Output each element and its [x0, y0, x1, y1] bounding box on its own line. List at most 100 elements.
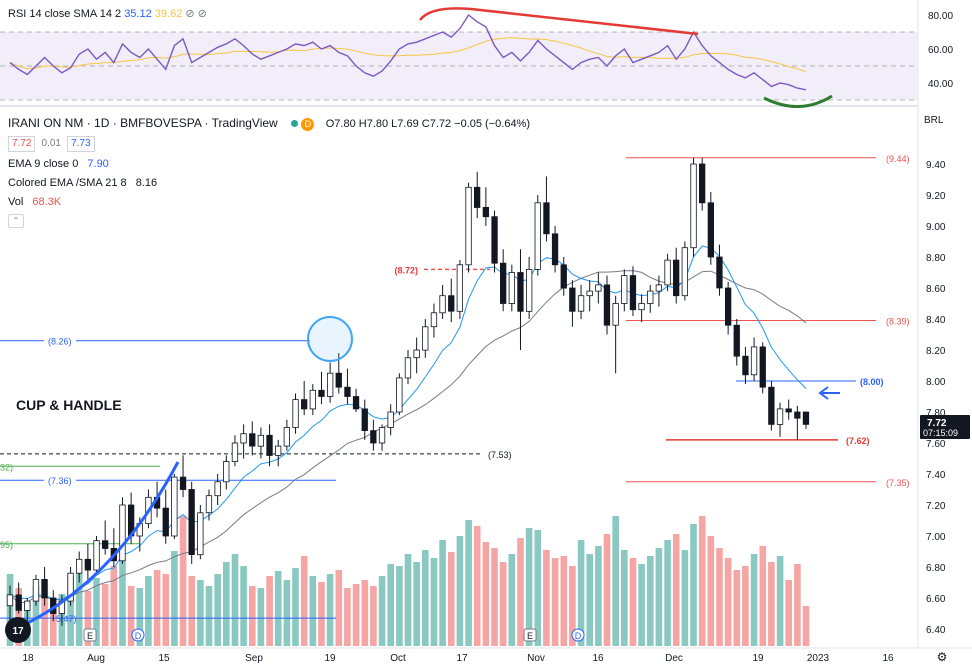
- ema-label: EMA 9 close 0: [8, 158, 79, 170]
- volume-bar: [396, 566, 403, 646]
- candle-body: [76, 558, 83, 574]
- volume-bar: [309, 576, 317, 646]
- pattern-annotation: CUP & HANDLE: [16, 397, 122, 413]
- volume-bar: [742, 566, 749, 646]
- volume-bar: [525, 528, 533, 646]
- rsi-line: [9, 13, 807, 91]
- volume-bar: [249, 586, 256, 646]
- eye-off-icon[interactable]: ⊘: [185, 8, 195, 20]
- tradingview-logo-mark: 17: [12, 626, 24, 637]
- event-badge-label: D: [135, 631, 142, 641]
- candle-body: [240, 433, 247, 444]
- time-axis-tick: 2023: [807, 653, 830, 664]
- candle-body: [612, 303, 619, 326]
- price-axis-tick: 7.40: [926, 470, 946, 481]
- candle-body: [257, 434, 265, 447]
- bid-price[interactable]: 7.72: [8, 136, 36, 152]
- candle-body: [543, 202, 550, 235]
- candle-body: [742, 355, 749, 376]
- candle-body: [197, 512, 204, 556]
- price-axis-tick: 6.80: [926, 563, 946, 574]
- sma-value: 8.16: [135, 177, 158, 189]
- sma-legend: Colored EMA /SMA 21 8 8.16: [8, 175, 157, 191]
- volume-bar: [240, 566, 247, 646]
- level-label: 32): [0, 462, 13, 472]
- market-status-icon: [291, 120, 299, 127]
- candle-body: [716, 256, 723, 289]
- volume-bar: [188, 576, 195, 646]
- candle-body: [378, 427, 386, 444]
- time-axis-tick: 16: [592, 653, 604, 664]
- candle-body: [32, 579, 40, 602]
- candle-body: [335, 372, 342, 388]
- price-axis-tick: 9.20: [926, 191, 946, 202]
- price-axis-tick: 7.60: [926, 439, 946, 450]
- volume-bar: [274, 571, 282, 646]
- candle-body: [499, 262, 507, 304]
- volume-label: Vol: [8, 196, 24, 208]
- volume-bar: [586, 554, 593, 646]
- volume-bar: [153, 570, 161, 646]
- ask-price[interactable]: 7.73: [67, 136, 95, 152]
- time-axis-tick: Nov: [527, 653, 545, 664]
- volume-bar: [473, 526, 481, 646]
- volume-bar: [776, 556, 784, 646]
- candle-body: [638, 303, 645, 311]
- time-axis-tick: 19: [752, 653, 764, 664]
- volume-bar: [378, 576, 386, 646]
- candle-body: [768, 386, 775, 425]
- time-axis-tick: 15: [158, 653, 170, 664]
- eye-off-icon[interactable]: ⊘: [197, 8, 207, 20]
- volume-bar: [231, 554, 239, 646]
- dividend-badge: [571, 628, 585, 642]
- volume-bar: [681, 550, 689, 646]
- candle-body: [205, 495, 213, 514]
- candle-body: [491, 216, 498, 264]
- currency-label[interactable]: BRL: [924, 115, 944, 126]
- candle-body: [67, 572, 74, 602]
- symbol-name[interactable]: IRANI ON NM: [8, 116, 84, 130]
- candle-body: [422, 326, 429, 351]
- price-axis-tick: 8.40: [926, 315, 946, 326]
- volume-bar: [750, 554, 758, 646]
- volume-bar: [768, 562, 775, 646]
- volume-bar: [214, 574, 221, 646]
- event-badge-label: D: [575, 631, 582, 641]
- event-badge-label: E: [87, 631, 93, 641]
- volume-bar: [67, 576, 74, 646]
- volume-bar: [698, 516, 706, 646]
- volume-bar: [759, 546, 767, 646]
- rsi-axis-tick: 60.00: [928, 45, 953, 56]
- volume-bar: [647, 556, 654, 646]
- candle-body: [223, 461, 230, 483]
- time-axis-tick: 16: [882, 653, 894, 664]
- volume-bar: [119, 558, 126, 646]
- rsi-support-curve: [763, 94, 833, 108]
- candle-body: [396, 377, 403, 413]
- candle-body: [577, 295, 585, 312]
- volume-bar: [171, 551, 178, 646]
- dividend-badge: [131, 628, 145, 642]
- breakout-circle-drawing: [307, 316, 353, 362]
- volume-bar: [101, 584, 109, 646]
- ohlc-values: O7.80 H7.80 L7.69 C7.72 −0.05 (−0.64%): [325, 118, 531, 130]
- delayed-badge: D: [301, 118, 315, 131]
- volume-bar: [300, 556, 308, 646]
- price-axis-tick: 8.00: [926, 377, 946, 388]
- sep-dot: ·: [86, 116, 95, 130]
- candle-body: [508, 272, 516, 304]
- candle-body: [629, 275, 637, 311]
- volume-bar: [136, 588, 144, 646]
- volume-bar: [326, 574, 334, 646]
- rsi-sma-line: [9, 37, 807, 73]
- volume-bar: [690, 524, 697, 646]
- tradingview-logo: [5, 617, 31, 643]
- volume-bar: [430, 558, 438, 646]
- volume-bar: [491, 548, 498, 646]
- collapse-legend-icon[interactable]: ⌃: [8, 214, 24, 228]
- candle-body: [473, 186, 481, 208]
- arrow-drawing: [818, 386, 840, 400]
- interval[interactable]: 1D: [94, 116, 110, 130]
- candle-body: [326, 372, 334, 397]
